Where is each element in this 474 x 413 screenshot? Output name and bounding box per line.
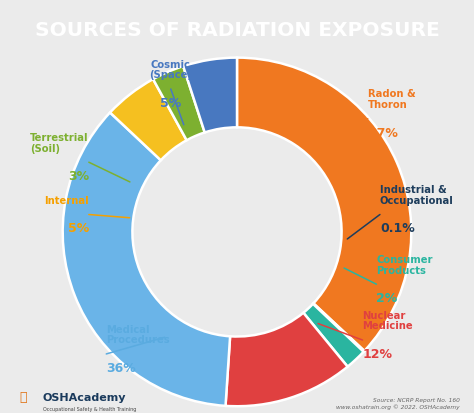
Text: Radon &
Thoron: Radon & Thoron [368,89,416,110]
Text: 2%: 2% [376,292,398,304]
Text: 3%: 3% [68,170,89,183]
Wedge shape [153,67,205,141]
Text: Industrial &
Occupational: Industrial & Occupational [380,185,454,205]
Text: Occupational Safety & Health Training: Occupational Safety & Health Training [43,406,136,411]
Wedge shape [226,313,347,406]
Text: OSHAcademy: OSHAcademy [43,392,126,402]
Wedge shape [110,80,187,161]
Wedge shape [183,59,237,133]
Text: Internal: Internal [44,195,89,205]
Text: 36%: 36% [106,361,136,374]
Text: Nuclear
Medicine: Nuclear Medicine [363,310,413,331]
Wedge shape [303,304,364,367]
Wedge shape [63,113,230,406]
Text: 0.1%: 0.1% [380,222,415,235]
Text: 🛡: 🛡 [19,390,27,403]
Text: Cosmic
(Space): Cosmic (Space) [149,59,192,80]
Text: Medical
Procedures: Medical Procedures [106,324,170,344]
Text: Consumer
Products: Consumer Products [376,254,433,275]
Text: 37%: 37% [368,126,398,139]
Text: Source: NCRP Report No. 160
www.oshatrain.org © 2022. OSHAcademy: Source: NCRP Report No. 160 www.oshatrai… [336,397,460,409]
Text: Terrestrial
(Soil): Terrestrial (Soil) [30,133,89,153]
Text: SOURCES OF RADIATION EXPOSURE: SOURCES OF RADIATION EXPOSURE [35,21,439,40]
Wedge shape [237,59,411,351]
Text: 5%: 5% [160,97,182,110]
Text: 5%: 5% [68,222,89,235]
Text: 12%: 12% [363,347,392,360]
Wedge shape [313,304,365,352]
